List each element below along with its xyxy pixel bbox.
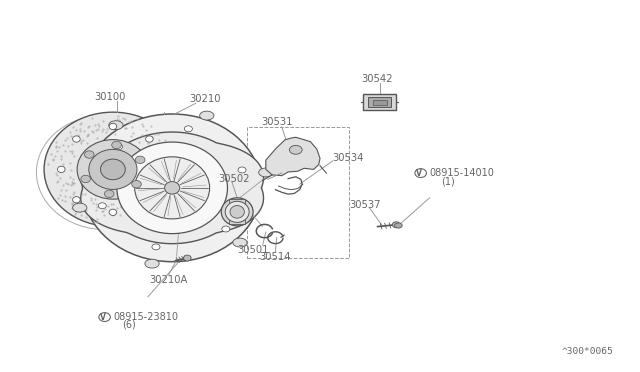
Ellipse shape — [135, 156, 145, 164]
Text: V: V — [416, 169, 422, 177]
Ellipse shape — [72, 136, 80, 142]
Bar — [229, 199, 245, 205]
Ellipse shape — [115, 144, 122, 150]
Text: 08915-14010: 08915-14010 — [429, 168, 495, 178]
Ellipse shape — [77, 140, 148, 199]
Text: 30514: 30514 — [259, 252, 291, 262]
Ellipse shape — [104, 190, 114, 198]
Ellipse shape — [81, 175, 90, 183]
Text: 30531: 30531 — [261, 118, 293, 128]
Ellipse shape — [225, 201, 249, 222]
Ellipse shape — [392, 222, 400, 228]
Ellipse shape — [184, 126, 193, 132]
Ellipse shape — [146, 196, 153, 203]
Ellipse shape — [72, 196, 80, 203]
Text: 30534: 30534 — [333, 153, 364, 163]
Ellipse shape — [161, 166, 168, 173]
Text: 30210A: 30210A — [149, 275, 188, 285]
Ellipse shape — [109, 121, 123, 129]
Polygon shape — [81, 132, 264, 244]
Bar — [364, 94, 396, 110]
Ellipse shape — [58, 166, 65, 173]
Ellipse shape — [152, 244, 160, 250]
Ellipse shape — [117, 142, 227, 234]
Text: 08915-23810: 08915-23810 — [113, 312, 179, 322]
Ellipse shape — [200, 111, 214, 120]
Ellipse shape — [99, 203, 106, 209]
Text: 30100: 30100 — [94, 92, 125, 102]
Ellipse shape — [145, 259, 159, 268]
Text: 30542: 30542 — [362, 74, 393, 84]
Ellipse shape — [100, 159, 125, 180]
Text: ^300*0065: ^300*0065 — [562, 347, 614, 356]
Ellipse shape — [233, 238, 247, 247]
Ellipse shape — [72, 203, 87, 212]
Ellipse shape — [89, 149, 137, 189]
Ellipse shape — [184, 255, 191, 261]
Ellipse shape — [83, 114, 261, 262]
Bar — [369, 97, 392, 107]
Ellipse shape — [238, 167, 246, 173]
Ellipse shape — [394, 223, 402, 228]
Text: (6): (6) — [122, 320, 136, 330]
Text: (1): (1) — [441, 176, 455, 186]
Polygon shape — [266, 137, 320, 176]
Ellipse shape — [134, 157, 210, 219]
Ellipse shape — [146, 136, 153, 142]
Ellipse shape — [222, 226, 230, 232]
Text: V: V — [100, 312, 106, 321]
Text: 30502: 30502 — [218, 174, 250, 184]
Ellipse shape — [289, 145, 302, 154]
Ellipse shape — [221, 198, 253, 226]
Text: 30537: 30537 — [349, 200, 381, 210]
Ellipse shape — [259, 168, 273, 177]
Ellipse shape — [109, 123, 116, 129]
Bar — [229, 219, 245, 224]
Text: 30210: 30210 — [189, 94, 221, 104]
Text: 30501: 30501 — [237, 244, 269, 254]
Bar — [373, 100, 387, 105]
Ellipse shape — [132, 180, 141, 188]
Ellipse shape — [164, 182, 180, 194]
Ellipse shape — [230, 206, 244, 218]
Ellipse shape — [84, 151, 94, 158]
Ellipse shape — [44, 112, 182, 227]
Ellipse shape — [109, 209, 116, 215]
Ellipse shape — [112, 141, 122, 149]
